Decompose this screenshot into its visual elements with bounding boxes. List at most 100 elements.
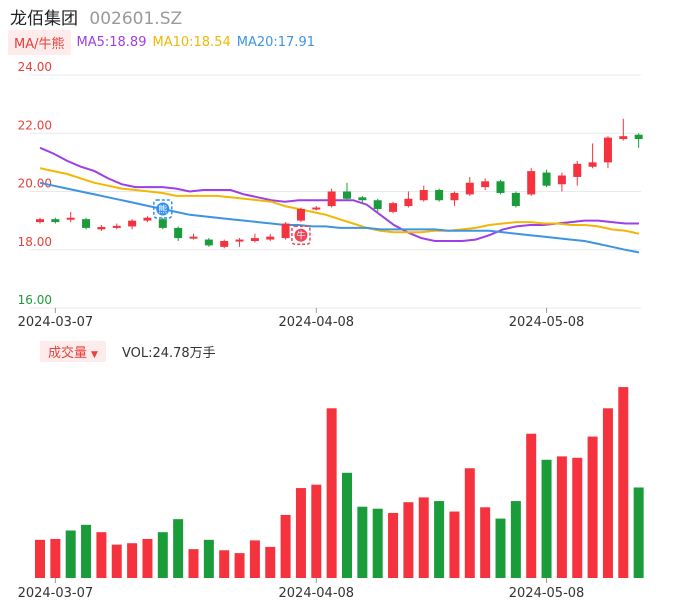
bear-signal-icon	[156, 202, 170, 216]
chart-header: 龙佰集团 002601.SZ	[10, 4, 182, 29]
volume-bar	[572, 457, 583, 578]
candle-body	[496, 181, 505, 193]
volume-indicator-label: 成交量	[48, 345, 88, 361]
date-tick-label: 2024-04-08	[279, 315, 355, 330]
price-tick-label: 20.00	[18, 177, 52, 191]
volume-date-label: 2024-05-08	[509, 586, 585, 601]
volume-date-label: 2024-04-08	[279, 586, 355, 601]
candle-body	[588, 162, 597, 167]
candle-body	[82, 219, 91, 228]
candle-body	[281, 223, 290, 239]
candle-body	[220, 241, 229, 247]
candle-body	[542, 172, 551, 186]
ma20-legend: MA20:17.91	[236, 34, 315, 50]
ma-type-selector[interactable]: MA/牛熊	[8, 29, 71, 55]
candle-body	[174, 227, 183, 239]
candle-body	[143, 217, 152, 221]
candle-body	[312, 207, 321, 210]
volume-bar	[480, 507, 491, 578]
candle-body	[603, 137, 612, 163]
ma10-line	[39, 167, 640, 235]
candle-body	[619, 136, 628, 140]
price-date-labels: 2024-03-07 2024-04-08 2024-05-08	[18, 308, 585, 330]
volume-bar	[495, 518, 506, 578]
candle-body	[634, 134, 643, 140]
candle-body	[419, 190, 428, 201]
candle-body	[511, 192, 520, 207]
volume-bar	[602, 408, 613, 578]
candle-body	[158, 219, 167, 228]
volume-date-labels: 2024-03-07 2024-04-08 2024-05-08	[18, 578, 585, 601]
volume-bar	[526, 433, 537, 578]
bull-signal-icon	[294, 228, 308, 242]
candle-body	[128, 220, 137, 227]
bull-signal-label: 牛	[296, 230, 305, 242]
candle-body	[266, 236, 275, 240]
volume-bar	[249, 540, 260, 578]
price-tick-label: 16.00	[18, 293, 52, 307]
candle-body	[573, 163, 582, 177]
price-gridlines	[30, 74, 641, 309]
candle-body	[557, 175, 566, 185]
price-axis-labels: 24.00 22.00 20.00 18.00 16.00	[18, 60, 52, 307]
ma5-legend: MA5:18.89	[76, 34, 147, 50]
candle-body	[235, 239, 244, 242]
date-tick-label: 2024-05-08	[509, 315, 585, 330]
candle-body	[481, 181, 490, 188]
volume-bar	[142, 538, 153, 578]
volume-bar	[618, 387, 629, 578]
bear-signal-label: 熊	[158, 203, 167, 215]
ma-legend: MA/牛熊 MA5:18.89 MA10:18.54 MA20:17.91	[8, 29, 315, 55]
volume-bar	[127, 543, 138, 578]
candle-body	[435, 190, 444, 201]
stock-code: 002601.SZ	[89, 9, 183, 29]
candle-body	[189, 236, 198, 239]
volume-bar	[342, 472, 352, 578]
ma10-legend: MA10:18.54	[152, 34, 231, 50]
volume-bar	[280, 514, 291, 578]
volume-bar	[311, 484, 322, 578]
volume-bar	[65, 530, 76, 578]
candle-body	[51, 219, 60, 223]
bear-signal-frame	[153, 199, 173, 219]
candle-body	[450, 192, 459, 201]
candle-body	[36, 219, 44, 223]
volume-legend: 成交量 ▼ VOL:24.78万手	[40, 340, 216, 362]
candle-body	[404, 198, 413, 207]
price-tick-label: 22.00	[18, 118, 52, 132]
volume-bar	[219, 550, 230, 578]
volume-bar	[464, 468, 475, 578]
volume-bar	[357, 506, 368, 578]
volume-bar	[326, 408, 337, 578]
volume-bar	[203, 539, 214, 578]
volume-bar	[587, 436, 598, 578]
volume-value: VOL:24.78万手	[121, 345, 216, 361]
price-tick-label: 18.00	[18, 235, 52, 249]
ma20-line	[39, 181, 640, 254]
candle-body	[527, 171, 536, 195]
volume-bar	[372, 508, 383, 578]
volume-bar	[556, 456, 567, 578]
volume-bar	[403, 502, 414, 578]
candle-body	[112, 225, 121, 228]
candle-body	[66, 217, 75, 220]
volume-bars	[35, 387, 644, 578]
candle-body	[204, 239, 213, 246]
volume-bar	[35, 539, 45, 578]
volume-indicator-selector[interactable]: 成交量 ▼	[40, 340, 106, 362]
candle-body	[389, 203, 398, 212]
volume-date-label: 2024-03-07	[18, 586, 94, 601]
caret-down-icon: ▼	[91, 349, 98, 360]
volume-bar	[157, 532, 168, 578]
candle-body	[343, 191, 351, 199]
price-tick-label: 24.00	[18, 60, 52, 74]
volume-bar	[173, 519, 184, 578]
volume-bar	[234, 553, 245, 578]
bull-bear-signals: 熊牛	[153, 199, 311, 245]
volume-bar	[50, 538, 61, 578]
volume-bar	[449, 511, 460, 578]
stock-name: 龙佰集团	[10, 9, 78, 29]
ma5-line	[39, 146, 639, 242]
volume-bar	[633, 487, 644, 578]
candle-body	[296, 208, 305, 221]
